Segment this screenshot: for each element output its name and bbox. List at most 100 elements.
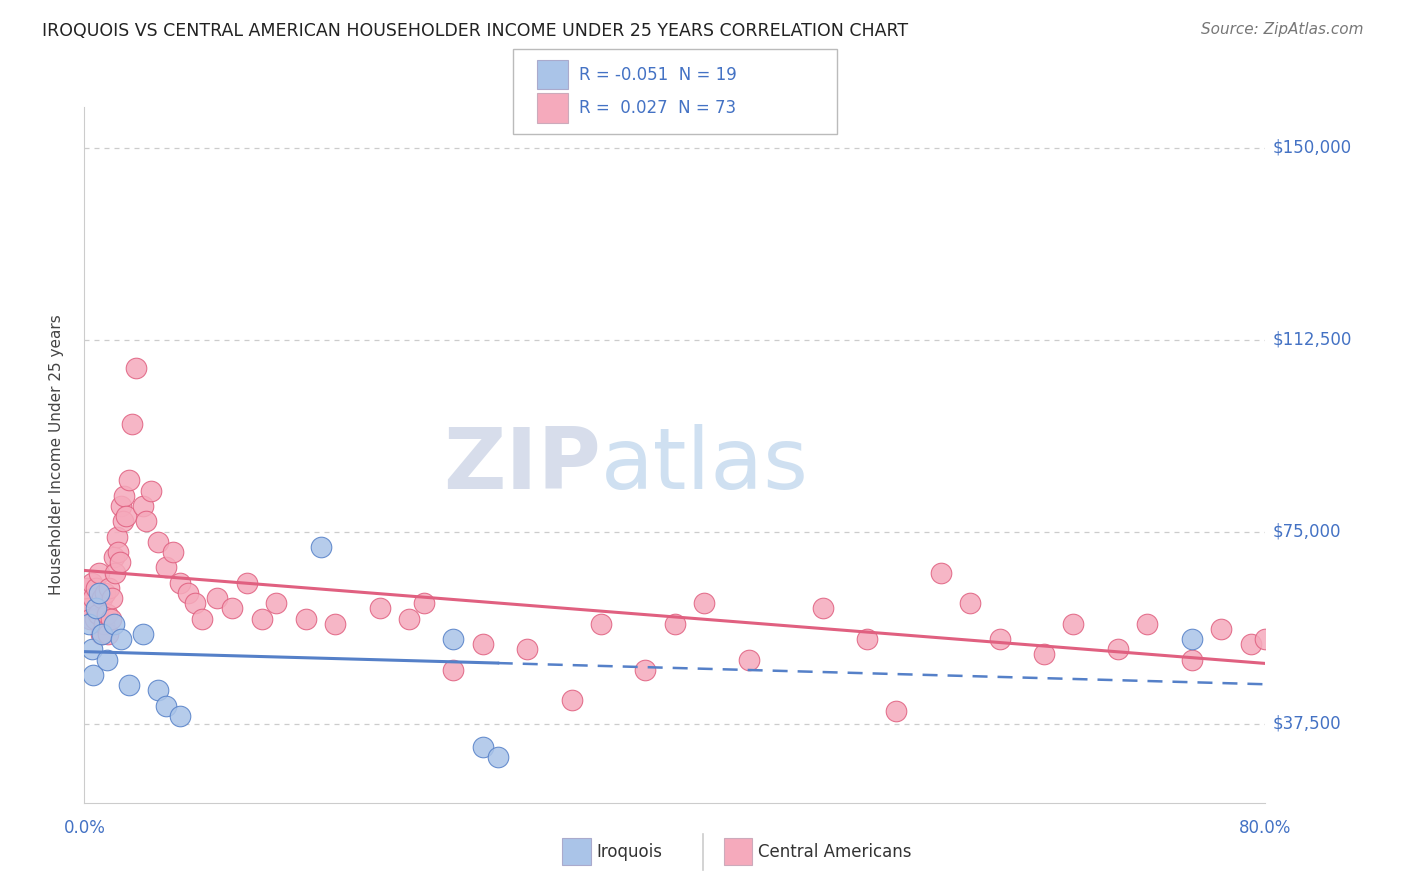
Point bbox=[108, 555, 131, 569]
Point bbox=[100, 612, 122, 626]
Point bbox=[103, 550, 125, 565]
Point bbox=[191, 612, 214, 626]
Point bbox=[1063, 616, 1085, 631]
Point bbox=[323, 616, 347, 631]
Text: $150,000: $150,000 bbox=[1272, 139, 1351, 157]
Point bbox=[177, 586, 200, 600]
Point bbox=[90, 627, 112, 641]
Point bbox=[83, 612, 105, 626]
Point bbox=[111, 515, 134, 529]
Point bbox=[886, 704, 908, 718]
Point bbox=[486, 749, 509, 764]
Point bbox=[93, 616, 115, 631]
Point bbox=[162, 545, 184, 559]
Point bbox=[94, 586, 117, 600]
Point bbox=[988, 632, 1011, 646]
Point bbox=[96, 607, 118, 621]
Point bbox=[1180, 632, 1202, 646]
Point bbox=[472, 637, 495, 651]
Point bbox=[634, 663, 657, 677]
Point bbox=[929, 566, 952, 580]
Point bbox=[86, 607, 108, 621]
Text: $37,500: $37,500 bbox=[1272, 714, 1341, 732]
Point bbox=[82, 668, 104, 682]
Point bbox=[84, 601, 107, 615]
Point bbox=[132, 627, 155, 641]
Text: atlas: atlas bbox=[602, 424, 808, 507]
Point bbox=[169, 708, 191, 723]
Point bbox=[591, 616, 613, 631]
Point bbox=[139, 483, 162, 498]
Point bbox=[148, 534, 170, 549]
Point bbox=[132, 499, 155, 513]
Point bbox=[97, 627, 120, 641]
Point bbox=[235, 575, 259, 590]
Point bbox=[560, 693, 583, 707]
Point bbox=[118, 474, 141, 488]
Point bbox=[441, 663, 464, 677]
Point bbox=[1107, 642, 1129, 657]
Point bbox=[125, 361, 148, 376]
Point bbox=[413, 596, 436, 610]
Point bbox=[112, 489, 135, 503]
Point bbox=[118, 678, 141, 692]
Point bbox=[221, 601, 243, 615]
Point bbox=[87, 586, 111, 600]
Text: Source: ZipAtlas.com: Source: ZipAtlas.com bbox=[1201, 22, 1364, 37]
Text: 0.0%: 0.0% bbox=[63, 819, 105, 837]
Point bbox=[855, 632, 877, 646]
Point bbox=[87, 566, 111, 580]
Point bbox=[664, 616, 686, 631]
Point bbox=[155, 560, 177, 574]
Point bbox=[155, 698, 177, 713]
Point bbox=[398, 612, 420, 626]
Text: $112,500: $112,500 bbox=[1272, 331, 1351, 349]
Point bbox=[205, 591, 228, 606]
Text: R = -0.051  N = 19: R = -0.051 N = 19 bbox=[579, 66, 737, 84]
Point bbox=[1032, 648, 1054, 662]
Point bbox=[250, 612, 273, 626]
Point bbox=[1209, 622, 1232, 636]
Point bbox=[96, 652, 118, 666]
Point bbox=[693, 596, 716, 610]
Point bbox=[135, 515, 157, 529]
Point bbox=[738, 652, 761, 666]
Point bbox=[79, 612, 101, 626]
Point bbox=[1240, 637, 1263, 651]
Text: ZIP: ZIP bbox=[443, 424, 602, 507]
Point bbox=[811, 601, 834, 615]
Point bbox=[368, 601, 391, 615]
Text: Iroquois: Iroquois bbox=[596, 843, 662, 861]
Point bbox=[472, 739, 495, 754]
Point bbox=[91, 627, 114, 641]
Point bbox=[91, 591, 114, 606]
Point bbox=[77, 601, 100, 615]
Point bbox=[101, 591, 124, 606]
Text: 80.0%: 80.0% bbox=[1239, 819, 1292, 837]
Point bbox=[105, 530, 128, 544]
Point bbox=[104, 566, 127, 580]
Point bbox=[309, 540, 332, 554]
Text: $75,000: $75,000 bbox=[1272, 523, 1341, 541]
Point bbox=[110, 632, 132, 646]
Point bbox=[77, 616, 100, 631]
Point bbox=[103, 616, 125, 631]
Point bbox=[264, 596, 288, 610]
Point bbox=[148, 683, 170, 698]
Point bbox=[121, 417, 143, 432]
Text: IROQUOIS VS CENTRAL AMERICAN HOUSEHOLDER INCOME UNDER 25 YEARS CORRELATION CHART: IROQUOIS VS CENTRAL AMERICAN HOUSEHOLDER… bbox=[42, 22, 908, 40]
Point bbox=[82, 591, 104, 606]
Point bbox=[107, 545, 129, 559]
Point bbox=[84, 581, 107, 595]
Point bbox=[516, 642, 538, 657]
Point bbox=[76, 581, 98, 595]
Point bbox=[1254, 632, 1277, 646]
Point bbox=[98, 581, 121, 595]
Point bbox=[1136, 616, 1159, 631]
Point bbox=[80, 575, 103, 590]
Point bbox=[1180, 652, 1202, 666]
Point bbox=[295, 612, 318, 626]
Point bbox=[184, 596, 207, 610]
Point bbox=[441, 632, 464, 646]
Text: Central Americans: Central Americans bbox=[758, 843, 911, 861]
